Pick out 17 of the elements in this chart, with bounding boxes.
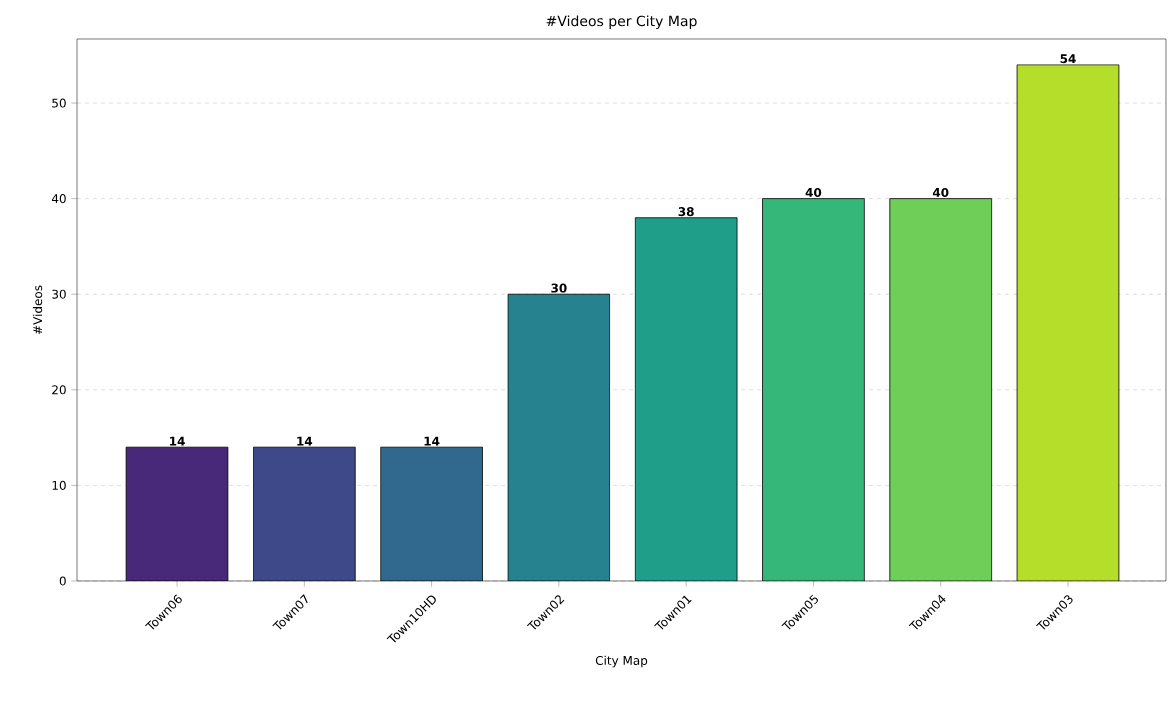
data-label: 14 [170,436,185,446]
y-axis-title: #Videos [32,285,43,335]
data-label: 40 [932,187,949,198]
data-label: 38 [678,207,694,217]
y-tick-label: 30 [52,289,66,299]
data-label: 54 [1060,54,1076,64]
y-tick-label: 10 [52,480,66,490]
y-tick-label: 0 [59,576,66,586]
data-label: 30 [551,283,567,293]
y-tick-label: 20 [52,385,66,395]
chart-title: #Videos per City Map [546,15,697,29]
y-tick-label: 40 [51,194,66,204]
y-tick-label: 50 [52,98,66,108]
x-axis-title: City Map [595,655,648,668]
data-label: 14 [424,436,440,446]
data-label: 40 [805,187,822,198]
data-label: 14 [297,436,313,446]
